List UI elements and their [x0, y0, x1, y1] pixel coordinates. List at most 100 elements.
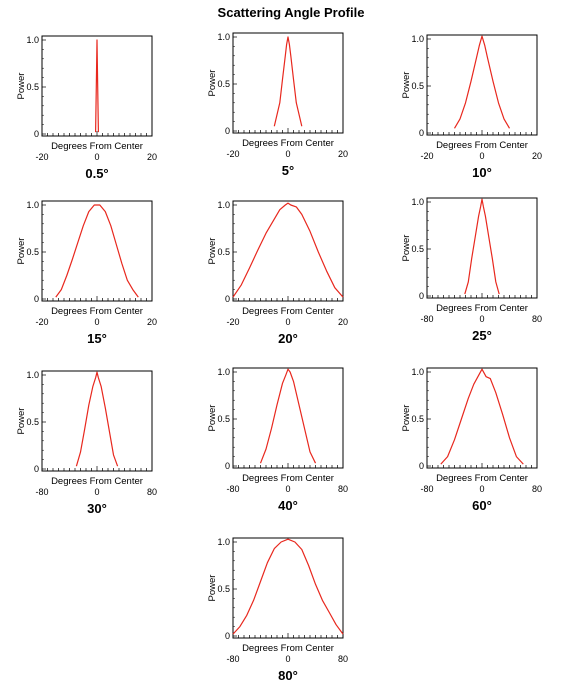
- y-tick-label: 0.5: [411, 414, 424, 424]
- y-axis-label: Power: [207, 575, 218, 602]
- y-axis-label: Power: [401, 235, 412, 262]
- x-tick-label: 0: [285, 654, 290, 664]
- series-line: [273, 36, 303, 127]
- x-tick-label: 20: [147, 317, 157, 327]
- chart-caption: 40°: [278, 498, 298, 513]
- x-tick-label: -80: [226, 484, 239, 494]
- y-tick-label: 0: [419, 461, 424, 471]
- x-tick-label: -80: [420, 314, 433, 324]
- x-tick-label: -20: [420, 151, 433, 161]
- x-tick-label: 0: [94, 487, 99, 497]
- x-tick-label: -80: [226, 654, 239, 664]
- x-tick-label: 20: [338, 149, 348, 159]
- y-axis-label: Power: [207, 405, 218, 432]
- plot-frame: [232, 537, 344, 639]
- chart-caption: 80°: [278, 668, 298, 683]
- chart-caption: 60°: [472, 498, 492, 513]
- x-tick-label: 0: [479, 314, 484, 324]
- series-line: [464, 198, 500, 295]
- x-tick-label: 80: [147, 487, 157, 497]
- x-tick-label: 80: [532, 314, 542, 324]
- y-tick-label: 0.5: [26, 247, 39, 257]
- x-tick-label: 80: [338, 484, 348, 494]
- x-tick-label: 0: [94, 317, 99, 327]
- y-tick-label: 0: [225, 294, 230, 304]
- x-tick-label: 20: [532, 151, 542, 161]
- y-tick-label: 1.0: [217, 367, 230, 377]
- y-axis-label: Power: [401, 72, 412, 99]
- chart-caption: 5°: [281, 163, 295, 178]
- series-line: [232, 538, 344, 635]
- series-line: [75, 371, 119, 467]
- y-tick-label: 0: [225, 631, 230, 641]
- series-line: [440, 368, 524, 465]
- x-tick-label: -20: [226, 149, 239, 159]
- x-axis-label: Degrees From Center: [242, 643, 334, 654]
- y-tick-label: 1.0: [411, 367, 424, 377]
- x-tick-label: 0: [94, 152, 99, 162]
- x-axis-label: Degrees From Center: [242, 138, 334, 149]
- x-axis-label: Degrees From Center: [436, 140, 528, 151]
- y-tick-label: 0.5: [217, 414, 230, 424]
- y-tick-label: 0.5: [217, 584, 230, 594]
- y-tick-label: 0: [34, 294, 39, 304]
- page-title: Scattering Angle Profile: [217, 5, 365, 20]
- y-tick-label: 0.5: [26, 82, 39, 92]
- x-tick-label: -80: [35, 487, 48, 497]
- chart-caption: 15°: [87, 331, 107, 346]
- x-axis-label: Degrees From Center: [242, 306, 334, 317]
- y-axis-label: Power: [207, 70, 218, 97]
- series-line: [95, 39, 99, 133]
- y-tick-label: 0.5: [217, 79, 230, 89]
- x-axis-label: Degrees From Center: [242, 473, 334, 484]
- y-tick-label: 0: [34, 129, 39, 139]
- y-tick-label: 1.0: [217, 32, 230, 42]
- x-tick-label: -20: [35, 317, 48, 327]
- series-line: [55, 204, 139, 298]
- x-axis-label: Degrees From Center: [51, 306, 143, 317]
- x-tick-label: 80: [338, 654, 348, 664]
- x-axis-label: Degrees From Center: [51, 476, 143, 487]
- chart-caption: 10°: [472, 165, 492, 180]
- y-axis-label: Power: [401, 405, 412, 432]
- x-tick-label: -80: [420, 484, 433, 494]
- x-tick-label: -20: [226, 317, 239, 327]
- x-axis-label: Degrees From Center: [436, 473, 528, 484]
- y-tick-label: 0: [419, 128, 424, 138]
- y-tick-label: 0.5: [411, 244, 424, 254]
- y-tick-label: 0.5: [217, 247, 230, 257]
- y-tick-label: 0: [34, 464, 39, 474]
- chart-caption: 25°: [472, 328, 492, 343]
- x-tick-label: 20: [338, 317, 348, 327]
- y-tick-label: 0: [225, 126, 230, 136]
- series-line: [453, 35, 511, 129]
- y-tick-label: 1.0: [217, 537, 230, 547]
- y-axis-label: Power: [16, 73, 27, 100]
- series-line: [259, 368, 317, 464]
- chart-caption: 20°: [278, 331, 298, 346]
- chart-caption: 0.5°: [85, 166, 109, 181]
- x-axis-label: Degrees From Center: [51, 141, 143, 152]
- x-tick-label: 80: [532, 484, 542, 494]
- y-tick-label: 1.0: [411, 197, 424, 207]
- y-tick-label: 0.5: [26, 417, 39, 427]
- x-tick-label: -20: [35, 152, 48, 162]
- y-axis-label: Power: [207, 238, 218, 265]
- y-tick-label: 1.0: [411, 34, 424, 44]
- y-tick-label: 1.0: [26, 200, 39, 210]
- x-tick-label: 20: [147, 152, 157, 162]
- y-tick-label: 0: [419, 291, 424, 301]
- x-axis-label: Degrees From Center: [436, 303, 528, 314]
- y-axis-label: Power: [16, 408, 27, 435]
- x-tick-label: 0: [285, 317, 290, 327]
